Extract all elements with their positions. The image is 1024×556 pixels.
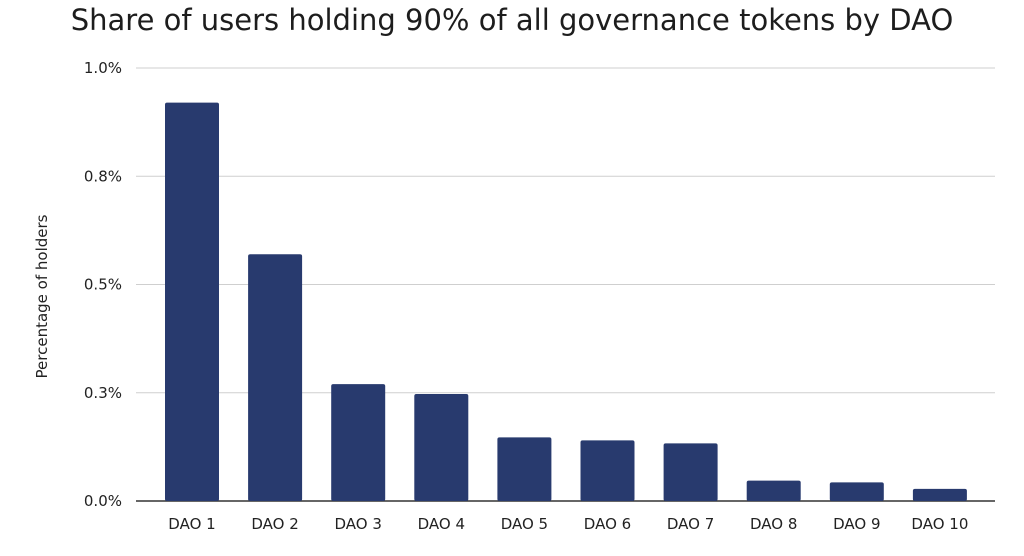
y-axis-ticks: 0.0% 0.3% 0.5% 0.8% 1.0% xyxy=(84,59,122,510)
bar-dao-6 xyxy=(580,440,635,501)
x-tick-label: DAO 7 xyxy=(667,515,714,533)
x-tick-label: DAO 2 xyxy=(251,515,298,533)
bar-dao-9 xyxy=(829,482,884,501)
y-tick-label: 0.3% xyxy=(84,384,122,402)
bar-dao-4 xyxy=(414,394,469,501)
bar-dao-2 xyxy=(248,254,303,501)
x-tick-label: DAO 6 xyxy=(584,515,631,533)
x-axis-ticks: DAO 1 DAO 2 DAO 3 DAO 4 DAO 5 DAO 6 DAO 7 DAO 8… xyxy=(168,515,968,533)
y-tick-label: 0.8% xyxy=(84,167,122,185)
x-tick-label: DAO 3 xyxy=(334,515,381,533)
x-tick-label: DAO 10 xyxy=(911,515,968,533)
y-tick-label: 0.5% xyxy=(84,276,122,294)
y-tick-label: 1.0% xyxy=(84,59,122,77)
x-tick-label: DAO 4 xyxy=(418,515,465,533)
chart-title: Share of users holding 90% of all govern… xyxy=(70,3,954,37)
bar-dao-8 xyxy=(746,480,801,501)
bar-dao-1 xyxy=(165,102,219,501)
bar-dao-3 xyxy=(331,384,386,501)
x-tick-label: DAO 9 xyxy=(833,515,880,533)
x-tick-label: DAO 8 xyxy=(750,515,797,533)
bar-dao-7 xyxy=(663,443,718,501)
bar-dao-5 xyxy=(497,437,552,501)
bars xyxy=(165,102,967,501)
x-tick-label: DAO 1 xyxy=(168,515,215,533)
bar-dao-10 xyxy=(912,488,967,501)
y-axis-title: Percentage of holders xyxy=(33,214,51,378)
y-tick-label: 0.0% xyxy=(84,492,122,510)
x-tick-label: DAO 5 xyxy=(501,515,548,533)
